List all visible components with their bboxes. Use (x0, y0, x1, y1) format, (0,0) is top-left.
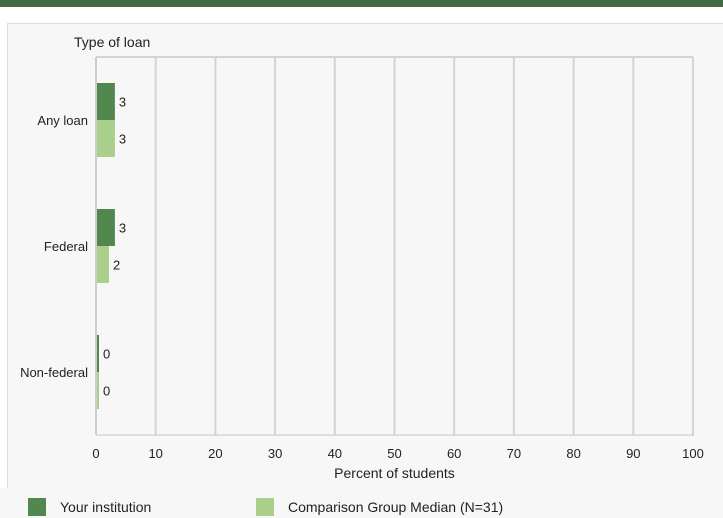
x-axis-title: Percent of students (334, 465, 455, 481)
x-tick-label-0: 0 (92, 446, 99, 461)
x-tick-label-80: 80 (566, 446, 580, 461)
top-accent-bar (0, 0, 723, 7)
bar-federal-comparison (97, 246, 109, 283)
x-tick-label-60: 60 (447, 446, 461, 461)
x-tick-label-50: 50 (387, 446, 401, 461)
y-category-label-any-loan: Any loan (37, 113, 88, 128)
y-category-label-federal: Federal (44, 239, 88, 254)
legend-item-comparison-group: Comparison Group Median (N=31) (256, 498, 503, 516)
data-label-federal-your-institution: 3 (119, 221, 126, 236)
data-label-any-loan-your-institution: 3 (119, 95, 126, 110)
bar-non-federal-comparison (97, 372, 99, 409)
x-tick-label-90: 90 (626, 446, 640, 461)
bar-non-federal-your-institution (97, 335, 99, 372)
x-tick-label-100: 100 (682, 446, 704, 461)
x-tick-label-70: 70 (507, 446, 521, 461)
legend-item-your-institution: Your institution (28, 498, 151, 516)
x-tick-label-20: 20 (208, 446, 222, 461)
chart-legend: Your institution Comparison Group Median… (0, 488, 723, 518)
legend-label-your-institution: Your institution (60, 499, 152, 515)
data-label-any-loan-comparison: 3 (119, 132, 126, 147)
data-label-federal-comparison: 2 (113, 258, 120, 273)
y-axis-title: Type of loan (74, 34, 150, 50)
x-tick-label-40: 40 (328, 446, 342, 461)
bar-any-loan-your-institution (97, 83, 115, 120)
bar-federal-your-institution (97, 209, 115, 246)
legend-label-comparison-group: Comparison Group Median (N=31) (288, 499, 504, 515)
data-label-non-federal-comparison: 0 (103, 384, 110, 399)
y-category-label-non-federal: Non-federal (20, 365, 88, 380)
legend-swatch-comparison-group (256, 498, 274, 516)
bar-any-loan-comparison (97, 120, 115, 157)
x-tick-label-30: 30 (268, 446, 282, 461)
data-label-non-federal-your-institution: 0 (103, 347, 110, 362)
x-tick-label-10: 10 (148, 446, 162, 461)
legend-swatch-your-institution (28, 498, 46, 516)
